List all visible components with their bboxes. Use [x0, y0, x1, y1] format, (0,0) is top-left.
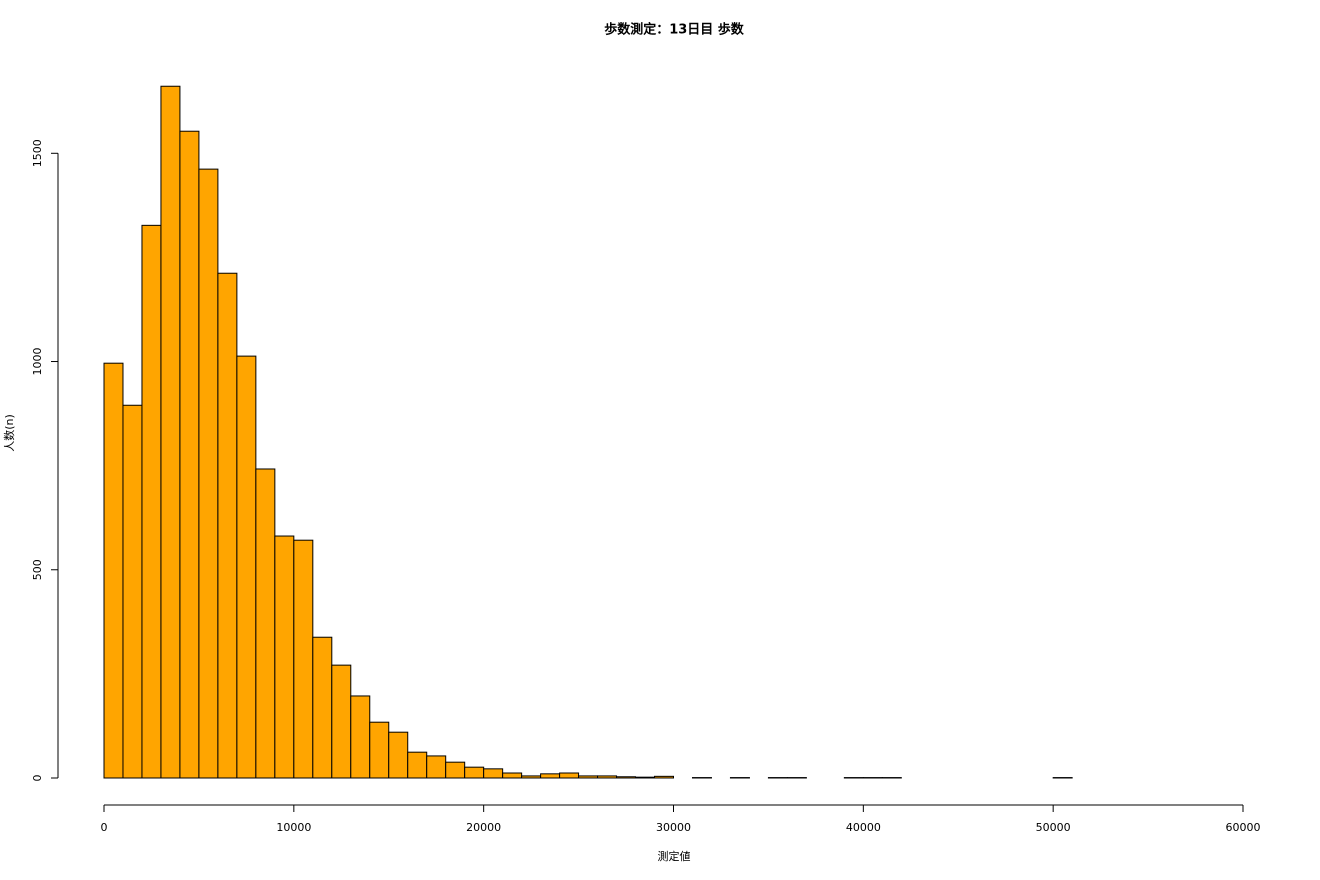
- bar: [559, 772, 580, 779]
- x-tick-label: 60000: [1226, 821, 1261, 834]
- chart-title: 歩数測定：13日目 歩数: [604, 22, 745, 38]
- bar: [635, 776, 656, 779]
- x-tick-label: 10000: [276, 821, 311, 834]
- bar: [236, 355, 257, 779]
- bar: [198, 168, 219, 779]
- x-tick-label: 0: [101, 821, 108, 834]
- bar: [502, 772, 523, 779]
- bar: [160, 85, 181, 779]
- bar: [122, 404, 143, 779]
- x-tick-label: 50000: [1036, 821, 1071, 834]
- bar: [445, 761, 466, 779]
- bar: [464, 766, 485, 779]
- x-tick-label: 30000: [656, 821, 691, 834]
- bar: [255, 468, 276, 779]
- y-tick-label: 0: [31, 775, 44, 782]
- bar: [540, 773, 561, 779]
- x-tick-label: 20000: [466, 821, 501, 834]
- bar: [426, 755, 447, 779]
- bar: [521, 775, 542, 779]
- bar: [369, 721, 390, 779]
- bar: [388, 731, 409, 779]
- bar: [350, 695, 371, 779]
- x-axis-label: 測定値: [658, 849, 691, 863]
- y-tick-label: 1500: [31, 139, 44, 167]
- bar: [654, 775, 674, 779]
- bar: [179, 130, 200, 779]
- y-axis-label: 人数(n): [3, 414, 16, 452]
- bar: [274, 535, 295, 779]
- bar: [331, 664, 352, 779]
- bar: [141, 224, 162, 779]
- bar: [217, 272, 238, 779]
- bar: [578, 775, 599, 779]
- bar: [483, 768, 504, 779]
- bar: [312, 636, 333, 779]
- bar: [597, 775, 618, 779]
- bar: [293, 539, 314, 779]
- bar: [103, 362, 124, 779]
- x-tick-label: 40000: [846, 821, 881, 834]
- y-tick-label: 500: [31, 559, 44, 580]
- bar: [407, 751, 428, 779]
- bar: [616, 776, 637, 779]
- y-tick-label: 1000: [31, 348, 44, 376]
